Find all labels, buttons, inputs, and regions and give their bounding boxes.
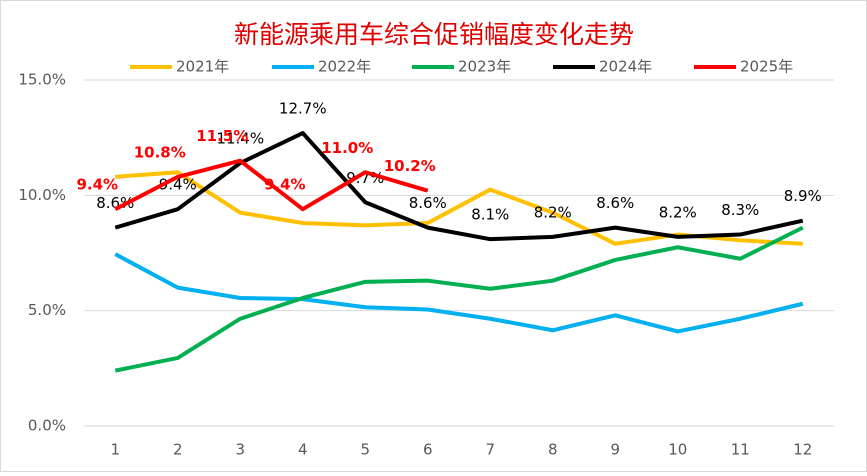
data-label: 8.6% — [409, 194, 447, 212]
data-label: 10.8% — [134, 143, 186, 161]
series-line — [114, 131, 804, 242]
x-tick-label: 7 — [485, 441, 495, 459]
x-tick-label: 4 — [298, 441, 308, 459]
legend-label: 2023年 — [458, 58, 511, 76]
data-label: 8.6% — [596, 194, 634, 212]
data-label: 9.4% — [264, 176, 306, 194]
series-line — [114, 158, 429, 212]
x-tick-label: 1 — [110, 441, 120, 459]
chart-title: 新能源乘用车综合促销幅度变化走势 — [234, 20, 634, 49]
x-tick-label: 11 — [731, 441, 750, 459]
x-tick-label: 12 — [793, 441, 812, 459]
x-tick-label: 8 — [548, 441, 558, 459]
legend-label: 2024年 — [599, 58, 652, 76]
data-label: 8.6% — [96, 194, 134, 212]
y-tick-label: 5.0% — [28, 301, 66, 319]
y-tick-label: 10.0% — [18, 186, 66, 204]
x-tick-label: 3 — [235, 441, 245, 459]
data-label: 9.4% — [76, 176, 118, 194]
x-tick-label: 2 — [173, 441, 183, 459]
x-tick-label: 10 — [668, 441, 687, 459]
data-label: 8.3% — [721, 201, 759, 219]
data-label: 11.4% — [216, 130, 264, 148]
legend-label: 2021年 — [176, 58, 229, 76]
x-tick-label: 6 — [423, 441, 433, 459]
data-label: 8.1% — [471, 206, 509, 224]
series-line — [114, 225, 804, 373]
data-label: 8.2% — [659, 203, 697, 221]
x-tick-label: 9 — [610, 441, 620, 459]
data-label: 8.9% — [784, 187, 822, 205]
series-line — [114, 252, 804, 334]
y-tick-label: 15.0% — [18, 71, 66, 89]
legend-label: 2025年 — [740, 58, 793, 76]
data-label: 10.2% — [384, 157, 436, 175]
data-label: 12.7% — [279, 100, 327, 118]
x-tick-label: 5 — [360, 441, 370, 459]
y-tick-label: 0.0% — [28, 417, 66, 435]
legend-label: 2022年 — [318, 58, 371, 76]
data-label: 11.0% — [321, 139, 373, 157]
data-label: 11.5% — [196, 127, 248, 145]
data-label: 8.2% — [534, 203, 572, 221]
